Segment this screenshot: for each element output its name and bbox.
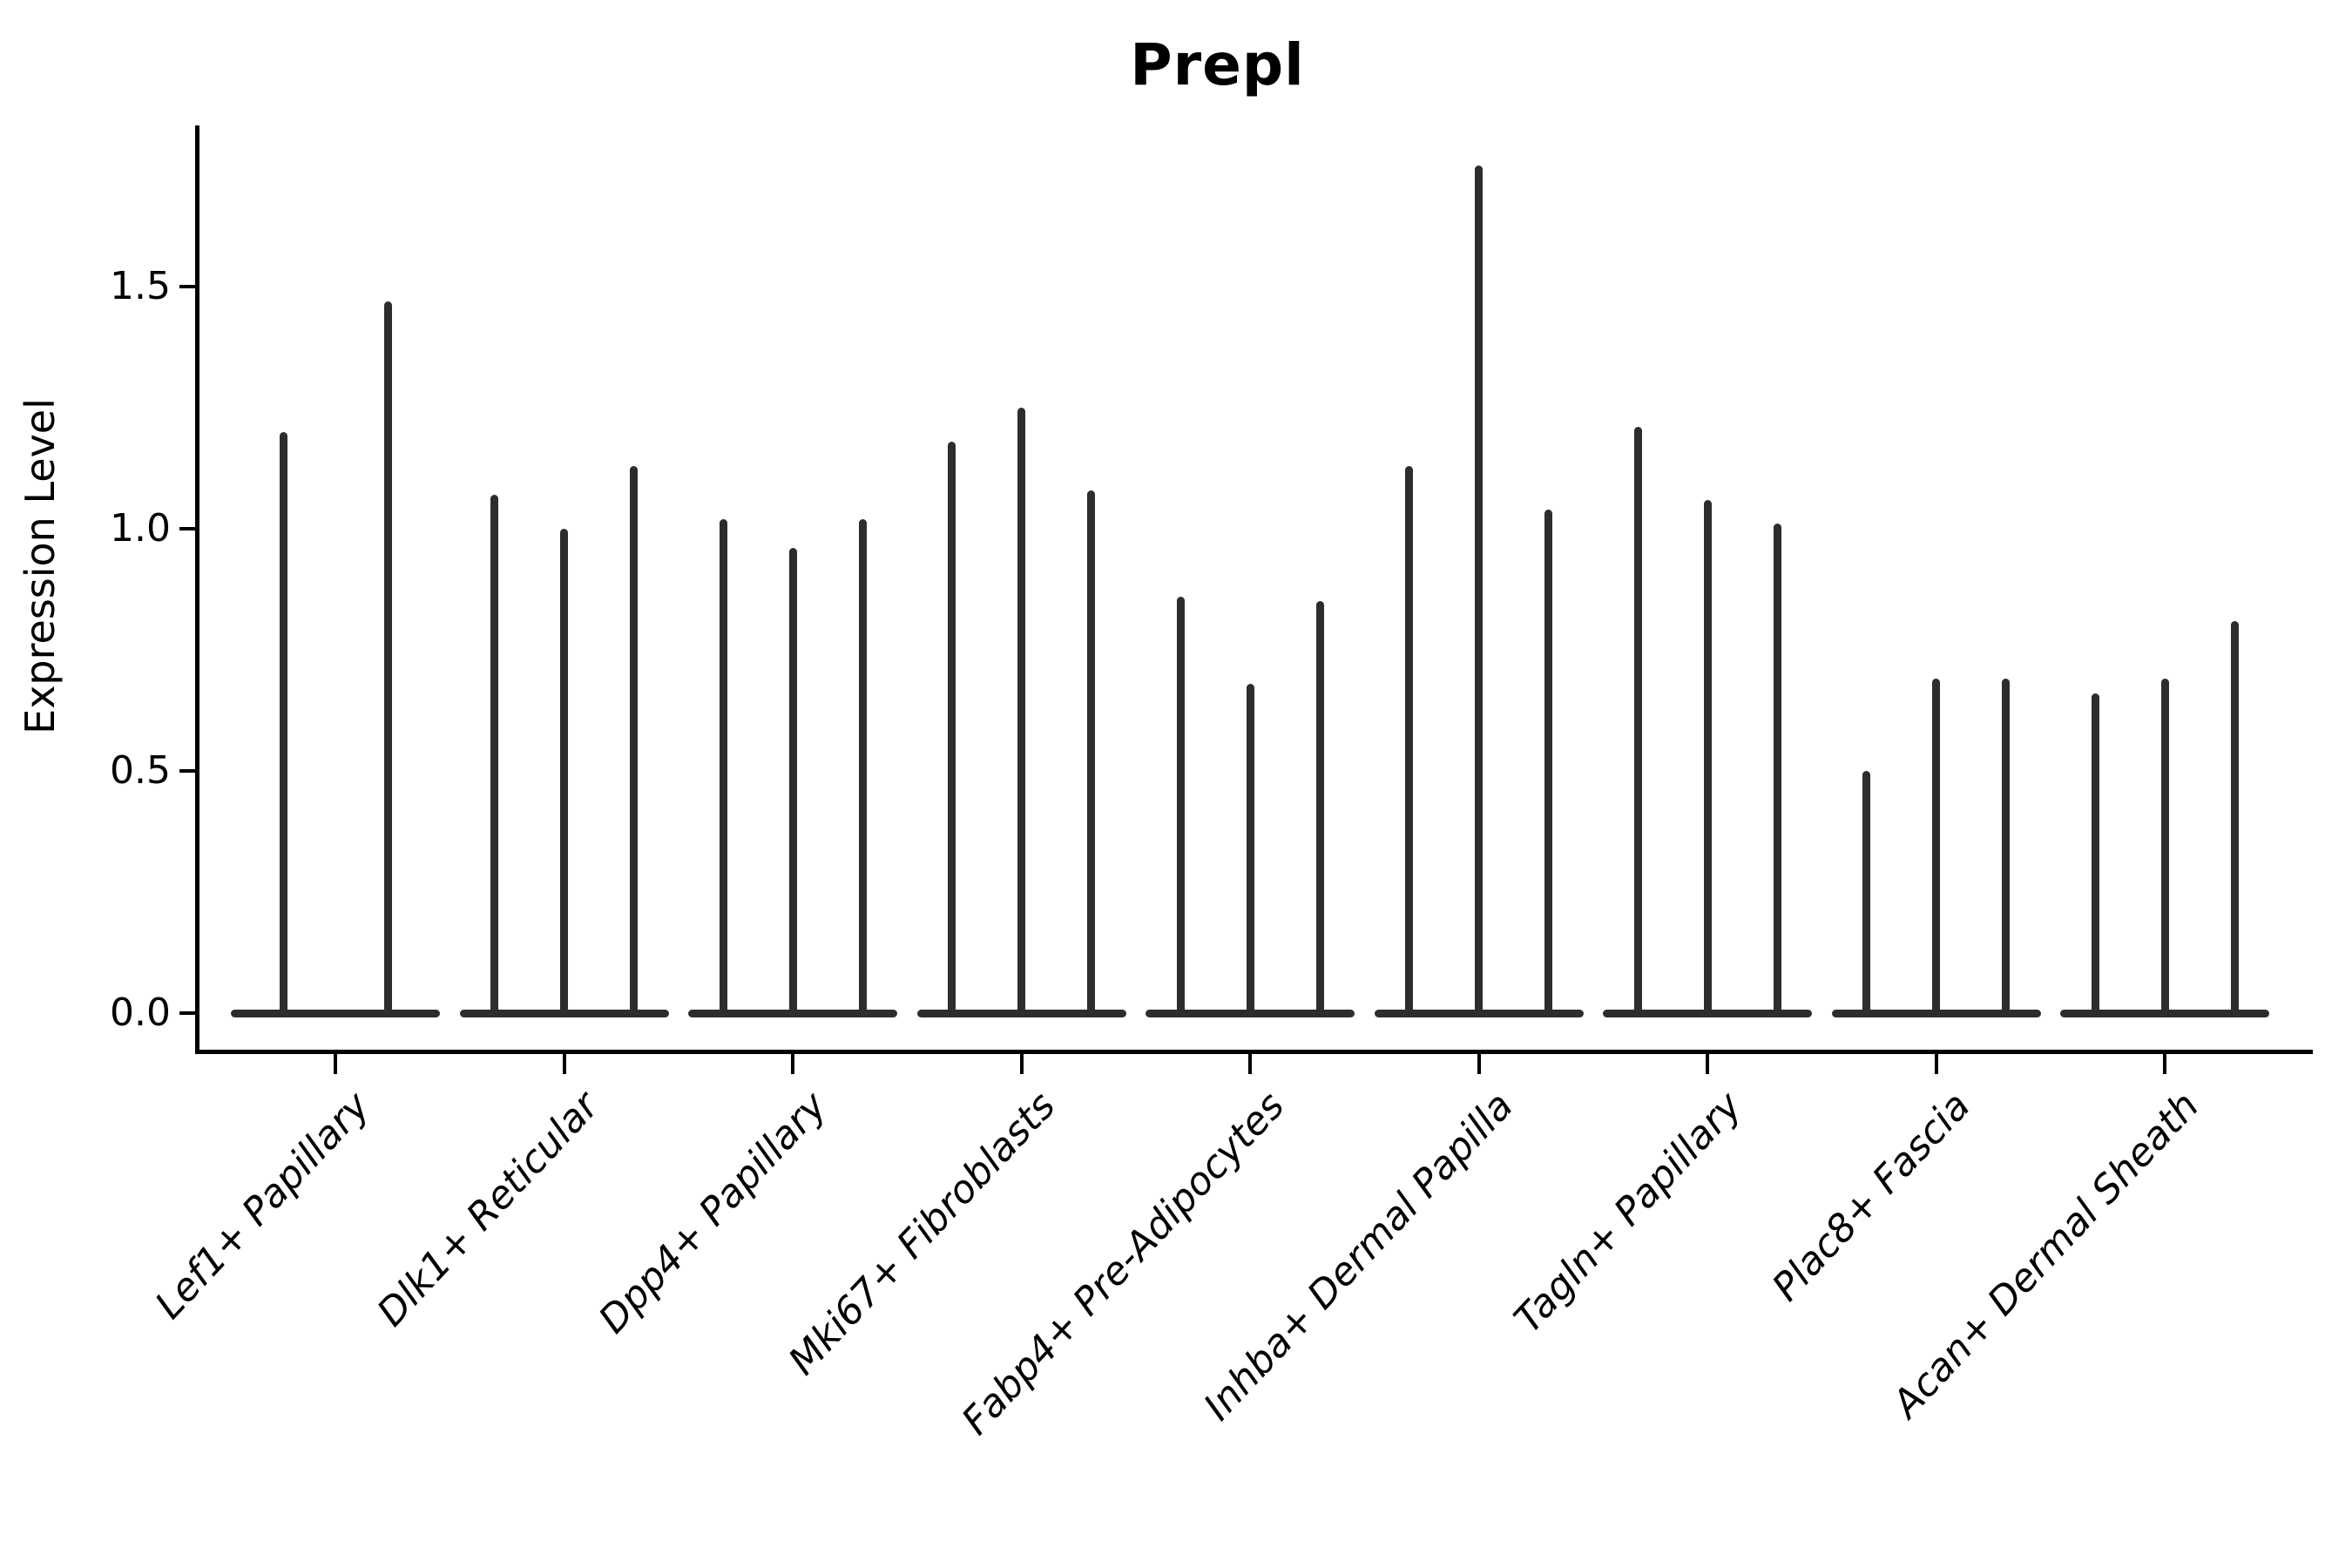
x-tick-mark <box>562 1054 566 1074</box>
violin-spike <box>1475 166 1483 1013</box>
violin-base <box>1374 1009 1584 1017</box>
y-tick-mark <box>179 285 198 288</box>
violin-spike <box>719 518 727 1013</box>
y-tick-mark <box>179 769 198 773</box>
violin-base <box>1831 1009 2041 1017</box>
violin-spike <box>1862 771 1870 1013</box>
chart-title: Prepl <box>1130 31 1305 98</box>
violin-base <box>916 1009 1126 1017</box>
y-tick-mark <box>179 527 198 531</box>
violin-spike <box>1246 683 1254 1013</box>
x-tick-mark <box>791 1054 794 1074</box>
x-tick-label: Tagln+ Papillary <box>1505 1084 1751 1342</box>
violin-spike <box>490 495 498 1013</box>
x-tick-label: Dlk1+ Reticular <box>368 1084 607 1335</box>
violin-spike <box>1544 509 1552 1013</box>
violin-spike <box>2160 679 2169 1013</box>
y-tick-label: 1.5 <box>110 264 171 308</box>
y-axis-label: Expression Level <box>17 398 64 734</box>
violin-spike <box>630 465 638 1013</box>
violin-spike <box>2002 679 2010 1013</box>
violin-spike <box>1633 427 1642 1013</box>
violin-spike <box>279 431 287 1013</box>
violin-spike <box>2091 693 2099 1013</box>
y-tick-label: 1.0 <box>110 506 171 551</box>
y-tick-label: 0.5 <box>110 748 171 793</box>
x-tick-mark <box>2163 1054 2166 1074</box>
violin-spike <box>858 518 867 1013</box>
violin-spike <box>1405 465 1413 1013</box>
x-axis-spine <box>195 1050 2313 1054</box>
violin-base <box>1603 1009 1812 1017</box>
violin-base <box>231 1009 440 1017</box>
x-tick-label: Dpp4+ Papillary <box>590 1084 836 1342</box>
x-tick-mark <box>1019 1054 1024 1074</box>
violin-spike <box>1087 490 1095 1013</box>
x-tick-label: Plac8+ Fascia <box>1763 1084 1979 1310</box>
violin-spike <box>1773 524 1781 1013</box>
x-tick-mark <box>1934 1054 1938 1074</box>
x-tick-mark <box>1248 1054 1252 1074</box>
violin-base <box>688 1009 897 1017</box>
violin-base <box>2060 1009 2269 1017</box>
violin-spike <box>1315 601 1324 1013</box>
x-tick-mark <box>334 1054 337 1074</box>
y-tick-mark <box>179 1011 198 1015</box>
violin-spike <box>788 548 797 1013</box>
violin-spike <box>383 301 392 1013</box>
violin-spike <box>2230 620 2239 1013</box>
violin-spike <box>1703 499 1712 1013</box>
violin-spike <box>1932 679 1940 1013</box>
violin-spike <box>560 529 568 1013</box>
violin-base <box>459 1009 669 1017</box>
x-tick-label: Lef1+ Papillary <box>146 1084 379 1328</box>
x-tick-mark <box>1477 1054 1481 1074</box>
y-tick-label: 0.0 <box>110 990 171 1035</box>
violin-spike <box>948 441 956 1013</box>
violin-spike <box>1176 596 1185 1013</box>
y-axis-spine <box>195 125 199 1054</box>
violin-spike <box>1017 408 1025 1013</box>
x-tick-mark <box>1706 1054 1709 1074</box>
violin-base <box>1146 1009 1355 1017</box>
